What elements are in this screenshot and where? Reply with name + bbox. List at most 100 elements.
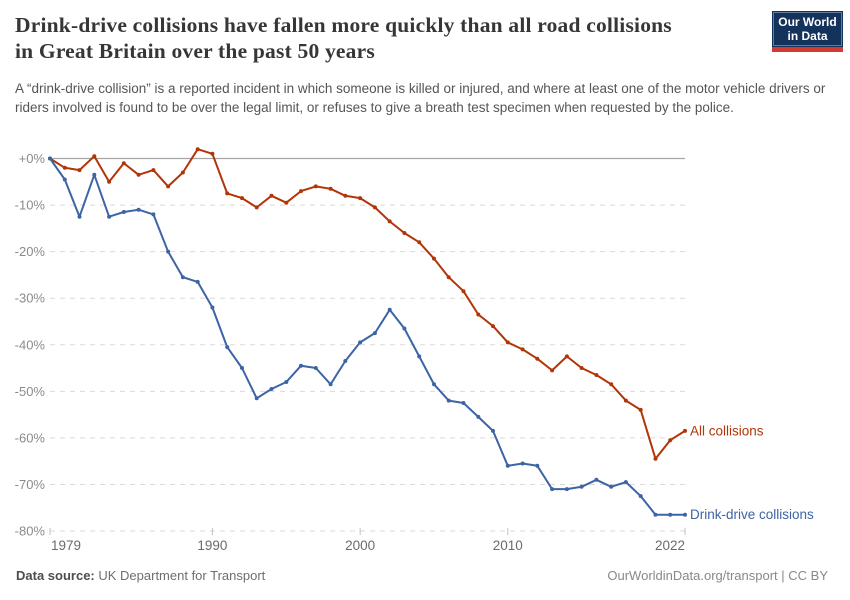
series-point-drink-drive-collisions bbox=[446, 398, 451, 403]
series-point-all-collisions bbox=[683, 428, 687, 433]
series-point-drink-drive-collisions bbox=[683, 512, 687, 517]
series-label-drink-drive-collisions: Drink-drive collisions bbox=[690, 507, 814, 522]
y-axis-tick-label: -60% bbox=[15, 430, 46, 445]
series-point-all-collisions bbox=[461, 289, 466, 294]
series-point-drink-drive-collisions bbox=[328, 382, 333, 387]
y-axis-tick-label: -70% bbox=[15, 477, 46, 492]
x-axis-tick-label: 1990 bbox=[197, 538, 227, 553]
series-point-drink-drive-collisions bbox=[151, 212, 156, 217]
series-point-drink-drive-collisions bbox=[668, 512, 673, 517]
series-point-drink-drive-collisions bbox=[520, 461, 525, 466]
owid-logo-text: Our World in Data bbox=[773, 11, 842, 47]
series-point-drink-drive-collisions bbox=[107, 214, 112, 219]
series-point-drink-drive-collisions bbox=[48, 156, 52, 161]
series-point-all-collisions bbox=[62, 165, 67, 170]
y-axis-tick-label: -50% bbox=[15, 384, 46, 399]
chart-header: Drink-drive collisions have fallen more … bbox=[15, 12, 775, 64]
series-point-all-collisions bbox=[313, 184, 318, 189]
series-point-drink-drive-collisions bbox=[638, 494, 643, 499]
series-point-all-collisions bbox=[284, 200, 289, 205]
data-source: Data source: UK Department for Transport bbox=[16, 568, 265, 583]
series-point-all-collisions bbox=[623, 398, 628, 403]
series-point-drink-drive-collisions bbox=[284, 380, 289, 384]
series-label-all-collisions: All collisions bbox=[690, 423, 764, 438]
series-point-all-collisions bbox=[432, 256, 436, 261]
series-point-drink-drive-collisions bbox=[432, 382, 436, 387]
series-point-drink-drive-collisions bbox=[550, 487, 555, 492]
y-axis-tick-label: -20% bbox=[15, 244, 46, 259]
x-axis-tick-label: 1979 bbox=[51, 538, 81, 553]
series-point-all-collisions bbox=[609, 382, 614, 387]
y-axis-tick-label: -80% bbox=[15, 524, 46, 539]
series-point-drink-drive-collisions bbox=[358, 340, 363, 345]
x-axis-tick-label: 2000 bbox=[345, 538, 375, 553]
series-point-all-collisions bbox=[299, 189, 303, 194]
series-point-all-collisions bbox=[136, 172, 141, 177]
series-point-all-collisions bbox=[92, 154, 97, 159]
series-point-drink-drive-collisions bbox=[535, 463, 540, 468]
series-point-all-collisions bbox=[225, 191, 230, 196]
series-point-all-collisions bbox=[166, 184, 171, 189]
series-point-drink-drive-collisions bbox=[461, 401, 466, 405]
series-point-drink-drive-collisions bbox=[225, 345, 230, 350]
series-point-all-collisions bbox=[535, 356, 540, 361]
series-line-drink-drive-collisions bbox=[49, 157, 686, 516]
series-point-drink-drive-collisions bbox=[505, 463, 510, 468]
y-axis-tick-label: +0% bbox=[19, 151, 46, 166]
series-point-all-collisions bbox=[254, 205, 259, 210]
chart-footer: Data source: UK Department for Transport… bbox=[16, 568, 828, 583]
page-title: Drink-drive collisions have fallen more … bbox=[15, 12, 775, 64]
series-point-drink-drive-collisions bbox=[62, 177, 67, 182]
chart-subtitle: A “drink-drive collision” is a reported … bbox=[15, 81, 826, 116]
series-point-drink-drive-collisions bbox=[609, 484, 614, 489]
series-point-all-collisions bbox=[358, 196, 363, 201]
series-point-all-collisions bbox=[107, 179, 112, 184]
series-point-all-collisions bbox=[372, 205, 377, 210]
series-point-all-collisions bbox=[446, 275, 451, 280]
series-point-all-collisions bbox=[579, 366, 584, 370]
series-point-all-collisions bbox=[269, 193, 274, 198]
series-point-drink-drive-collisions bbox=[195, 279, 200, 284]
series-point-drink-drive-collisions bbox=[240, 366, 244, 370]
series-point-drink-drive-collisions bbox=[653, 512, 658, 517]
series-point-drink-drive-collisions bbox=[136, 207, 141, 212]
series-point-all-collisions bbox=[240, 196, 244, 201]
series-point-all-collisions bbox=[638, 407, 643, 412]
series-point-all-collisions bbox=[180, 170, 185, 175]
series-point-all-collisions bbox=[343, 193, 348, 198]
series-point-all-collisions bbox=[505, 340, 510, 345]
owid-logo-line2: in Data bbox=[787, 29, 828, 43]
series-point-drink-drive-collisions bbox=[166, 249, 171, 254]
series-point-drink-drive-collisions bbox=[387, 307, 392, 312]
series-point-drink-drive-collisions bbox=[476, 414, 481, 419]
series-point-all-collisions bbox=[121, 161, 126, 166]
series-point-drink-drive-collisions bbox=[564, 487, 569, 492]
series-point-all-collisions bbox=[195, 147, 200, 152]
series-point-drink-drive-collisions bbox=[269, 387, 274, 391]
page-title-line2: in Great Britain over the past 50 years bbox=[15, 39, 375, 63]
owid-logo-line1: Our World bbox=[778, 14, 837, 29]
x-axis-tick-label: 2010 bbox=[493, 538, 523, 553]
series-point-drink-drive-collisions bbox=[77, 214, 82, 219]
owid-logo-box: Our World in Data bbox=[772, 11, 843, 47]
series-point-drink-drive-collisions bbox=[313, 366, 318, 370]
owid-logo-stripe bbox=[772, 47, 843, 52]
series-point-all-collisions bbox=[210, 151, 215, 156]
series-point-all-collisions bbox=[491, 324, 495, 329]
series-point-all-collisions bbox=[151, 168, 156, 173]
series-point-all-collisions bbox=[476, 312, 481, 317]
series-point-drink-drive-collisions bbox=[254, 396, 259, 401]
series-point-all-collisions bbox=[328, 186, 333, 191]
data-source-label: Data source: bbox=[16, 568, 95, 583]
series-point-drink-drive-collisions bbox=[92, 172, 97, 177]
series-point-all-collisions bbox=[594, 373, 599, 377]
series-point-drink-drive-collisions bbox=[417, 354, 422, 359]
series-point-drink-drive-collisions bbox=[594, 477, 599, 482]
page-title-line1: Drink-drive collisions have fallen more … bbox=[15, 13, 672, 37]
series-point-all-collisions bbox=[417, 240, 422, 245]
series-point-drink-drive-collisions bbox=[180, 275, 185, 280]
y-axis-tick-label: -10% bbox=[15, 198, 46, 213]
series-point-all-collisions bbox=[402, 231, 407, 235]
series-point-drink-drive-collisions bbox=[343, 359, 348, 363]
series-point-all-collisions bbox=[520, 347, 525, 352]
